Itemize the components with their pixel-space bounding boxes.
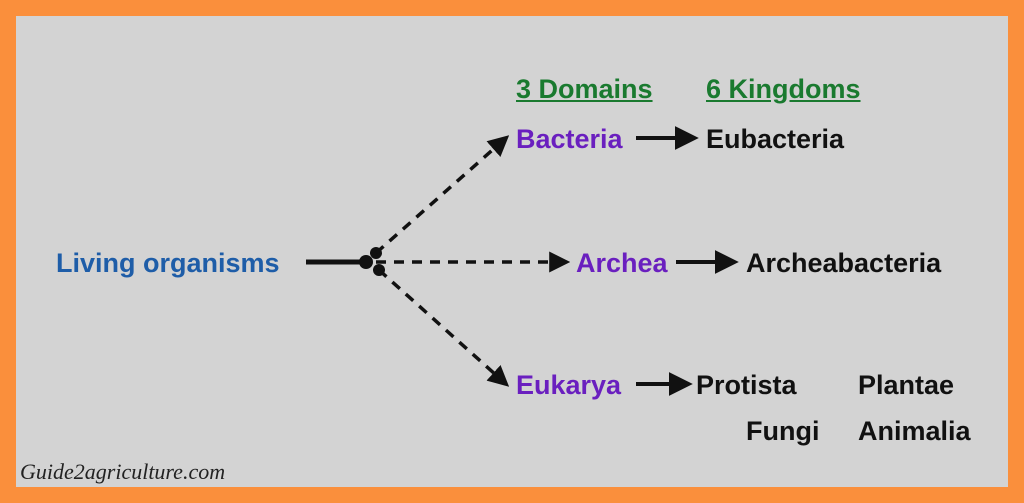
domain-eukarya: Eukarya <box>516 370 621 401</box>
header-kingdoms: 6 Kingdoms <box>706 74 861 105</box>
domain-bacteria: Bacteria <box>516 124 623 155</box>
source-attribution: Guide2agriculture.com <box>20 459 225 485</box>
kingdom-fungi: Fungi <box>746 416 819 447</box>
header-domains: 3 Domains <box>516 74 653 105</box>
kingdom-eubacteria: Eubacteria <box>706 124 844 155</box>
domain-archea: Archea <box>576 248 668 279</box>
kingdom-animalia: Animalia <box>858 416 971 447</box>
edge-to-bacteria <box>376 138 506 253</box>
hub-dot-lower <box>373 264 385 276</box>
kingdom-protista: Protista <box>696 370 797 401</box>
kingdom-archeabacteria: Archeabacteria <box>746 248 941 279</box>
kingdom-plantae: Plantae <box>858 370 954 401</box>
root-label: Living organisms <box>56 248 280 279</box>
edge-to-eukarya <box>379 270 506 384</box>
hub-dot <box>359 255 373 269</box>
hub-dot-upper <box>370 247 382 259</box>
diagram-canvas: Living organisms 3 Domains 6 Kingdoms Ba… <box>16 16 1008 487</box>
